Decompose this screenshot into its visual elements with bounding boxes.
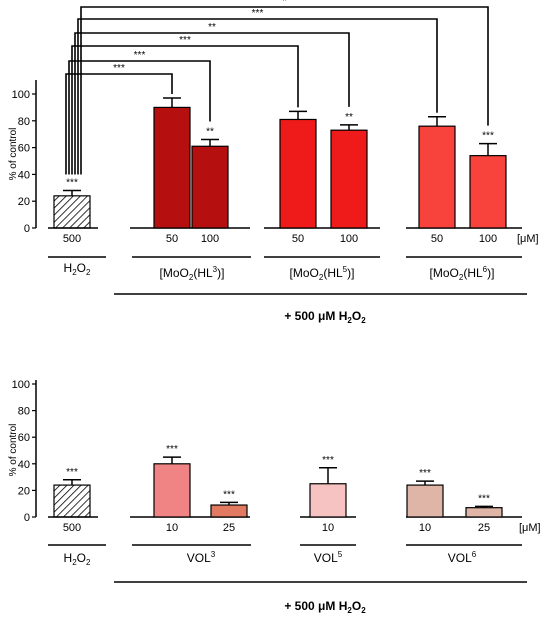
x-tick-label: 500 bbox=[63, 522, 81, 534]
significance-bracket bbox=[68, 60, 211, 175]
chart-2-group-vol3: VOL3 bbox=[187, 550, 216, 565]
bracket-label: *** bbox=[252, 8, 264, 19]
chart-2-group-vol5: VOL5 bbox=[314, 550, 343, 565]
bracket-label: *** bbox=[179, 35, 191, 46]
x-tick-label: 100 bbox=[479, 233, 497, 245]
y-tick-label: 80 bbox=[18, 116, 30, 128]
significance-label: *** bbox=[66, 467, 78, 478]
bracket-label: *** bbox=[134, 50, 146, 61]
x-tick-label: 25 bbox=[223, 522, 235, 534]
y-tick-label: 20 bbox=[18, 196, 30, 208]
bar bbox=[153, 463, 191, 518]
significance-label: ** bbox=[206, 127, 214, 138]
y-tick-label: 0 bbox=[24, 223, 30, 235]
bar bbox=[330, 129, 368, 229]
significance-bracket bbox=[80, 6, 489, 175]
chart-1-unit-label: [μM] bbox=[517, 233, 539, 245]
x-tick-label: 100 bbox=[201, 233, 219, 245]
bar bbox=[465, 507, 503, 518]
significance-label: *** bbox=[66, 177, 78, 188]
significance-label: *** bbox=[322, 455, 334, 466]
chart-2-footer: + 500 μM H2O2 bbox=[284, 599, 366, 615]
y-tick-label: 100 bbox=[12, 89, 30, 101]
y-tick-label: 60 bbox=[18, 143, 30, 155]
significance-label: *** bbox=[223, 489, 235, 500]
bracket-label: *** bbox=[113, 63, 125, 74]
y-tick-label: 60 bbox=[18, 432, 30, 444]
bracket-label: * bbox=[283, 0, 287, 7]
x-tick-label: 50 bbox=[292, 233, 304, 245]
chart-1-footer: + 500 μM H2O2 bbox=[284, 309, 366, 325]
chart-1-group-hl3: [MoO2(HL3)] bbox=[160, 265, 225, 282]
bar bbox=[53, 484, 91, 518]
bar bbox=[210, 504, 248, 518]
chart-1-group-hl6: [MoO2(HL6)] bbox=[430, 265, 495, 282]
significance-bracket bbox=[65, 73, 173, 175]
significance-bracket bbox=[74, 32, 350, 175]
bar bbox=[153, 106, 191, 229]
x-tick-label: 10 bbox=[419, 522, 431, 534]
chart-2-bars: *** 500 *** 10 *** 25 *** 10 *** 10 *** 25 bbox=[53, 444, 503, 534]
significance-label: *** bbox=[482, 131, 494, 142]
significance-label: *** bbox=[166, 444, 178, 455]
bar bbox=[191, 145, 229, 229]
y-tick-label: 20 bbox=[18, 485, 30, 497]
y-tick-label: 40 bbox=[18, 169, 30, 181]
significance-label: ** bbox=[345, 112, 353, 123]
bracket-label: ** bbox=[208, 22, 216, 33]
significance-bracket bbox=[77, 18, 438, 175]
bar bbox=[279, 118, 317, 229]
bar bbox=[418, 125, 456, 229]
x-tick-label: 50 bbox=[166, 233, 178, 245]
bar bbox=[469, 155, 507, 229]
bar bbox=[406, 484, 444, 518]
chart-2-unit-label: [μM] bbox=[519, 522, 541, 534]
x-tick-label: 10 bbox=[166, 522, 178, 534]
bar bbox=[53, 195, 91, 229]
chart-1-group-hl5: [MoO2(HL5)] bbox=[290, 265, 355, 282]
bar bbox=[309, 483, 347, 518]
significance-label: *** bbox=[478, 493, 490, 504]
x-tick-label: 50 bbox=[431, 233, 443, 245]
y-tick-label: 40 bbox=[18, 459, 30, 471]
chart-1-significance-brackets: *************** bbox=[65, 0, 489, 175]
chart-2-ylabel: % of control bbox=[8, 424, 19, 477]
chart-1-ylabel: % of control bbox=[8, 128, 19, 181]
x-tick-label: 500 bbox=[63, 233, 81, 245]
y-tick-label: 0 bbox=[24, 512, 30, 524]
significance-label: *** bbox=[419, 468, 431, 479]
chart-1-group-h2o: H2O2 bbox=[64, 261, 91, 277]
chart-2-group-h2o: H2O2 bbox=[64, 551, 91, 567]
chart-1-bars: *** 500 50 ** 100 50 ** 100 50 *** 100 bbox=[53, 97, 507, 245]
x-tick-label: 10 bbox=[322, 522, 334, 534]
x-tick-label: 25 bbox=[478, 522, 490, 534]
x-tick-label: 100 bbox=[340, 233, 358, 245]
chart-2-group-vol6: VOL6 bbox=[448, 550, 477, 565]
significance-bracket bbox=[71, 45, 299, 175]
y-tick-label: 80 bbox=[18, 406, 30, 418]
y-tick-label: 100 bbox=[12, 379, 30, 391]
